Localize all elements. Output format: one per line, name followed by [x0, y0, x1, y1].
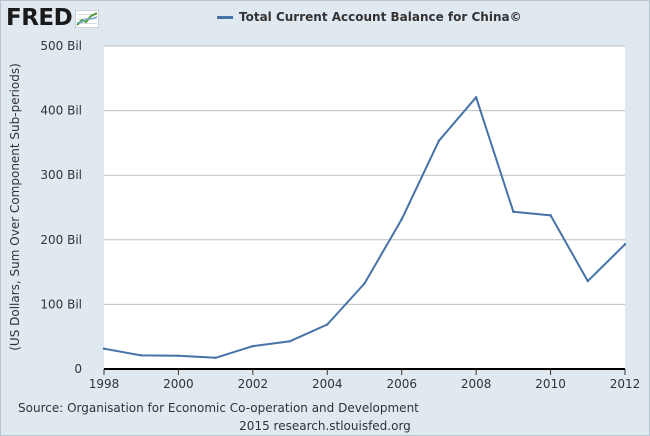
legend-label: Total Current Account Balance for China©	[239, 10, 522, 24]
data-point	[102, 347, 106, 350]
x-tick-label: 2006	[386, 377, 417, 391]
y-tick-label: 0	[74, 362, 82, 376]
fred-logo[interactable]: FRED	[6, 4, 100, 32]
x-tick-label: 2004	[312, 377, 343, 391]
x-tick-label: 1998	[89, 377, 120, 391]
credit-note: 2015 research.stlouisfed.org	[239, 419, 411, 433]
data-point	[623, 243, 627, 246]
plot-area	[104, 46, 625, 369]
x-tick-label: 2002	[238, 377, 269, 391]
y-tick-label: 300 Bil	[40, 168, 82, 182]
data-point	[549, 214, 552, 217]
x-tick-label: 2000	[163, 377, 194, 391]
x-tick-label: 2008	[461, 377, 492, 391]
chart-legend[interactable]: Total Current Account Balance for China©	[217, 10, 522, 24]
y-tick-label: 100 Bil	[40, 297, 82, 311]
data-point	[251, 344, 255, 348]
source-note: Source: Organisation for Economic Co-ope…	[18, 401, 419, 415]
data-point	[140, 354, 143, 357]
x-tick-label: 2010	[535, 377, 566, 391]
chart-line-icon	[75, 10, 100, 28]
y-tick-label: 400 Bil	[40, 104, 82, 118]
y-tick-label: 200 Bil	[40, 233, 82, 247]
x-tick-labels: 1998 2000 2002 2004 2006 2008 2010 2012	[89, 369, 641, 391]
data-point	[363, 282, 366, 285]
data-point	[512, 210, 515, 214]
data-point	[214, 356, 217, 359]
data-point	[288, 339, 292, 343]
series-layer	[102, 96, 627, 359]
data-point	[400, 218, 403, 221]
grid-lines	[104, 45, 625, 305]
logo-text: FRED	[6, 5, 73, 31]
data-point	[177, 354, 180, 357]
y-tick-label: 500 Bil	[40, 39, 82, 53]
y-axis-label: (US Dollars, Sum Over Component Sub-peri…	[8, 63, 22, 351]
data-point	[437, 139, 441, 143]
data-point	[474, 96, 478, 99]
y-tick-labels: 0 100 Bil 200 Bil 300 Bil 400 Bil 500 Bil	[40, 39, 82, 376]
legend-swatch	[217, 15, 233, 19]
x-tick-label: 2012	[610, 377, 641, 391]
data-point	[586, 279, 589, 283]
data-point	[326, 323, 329, 326]
